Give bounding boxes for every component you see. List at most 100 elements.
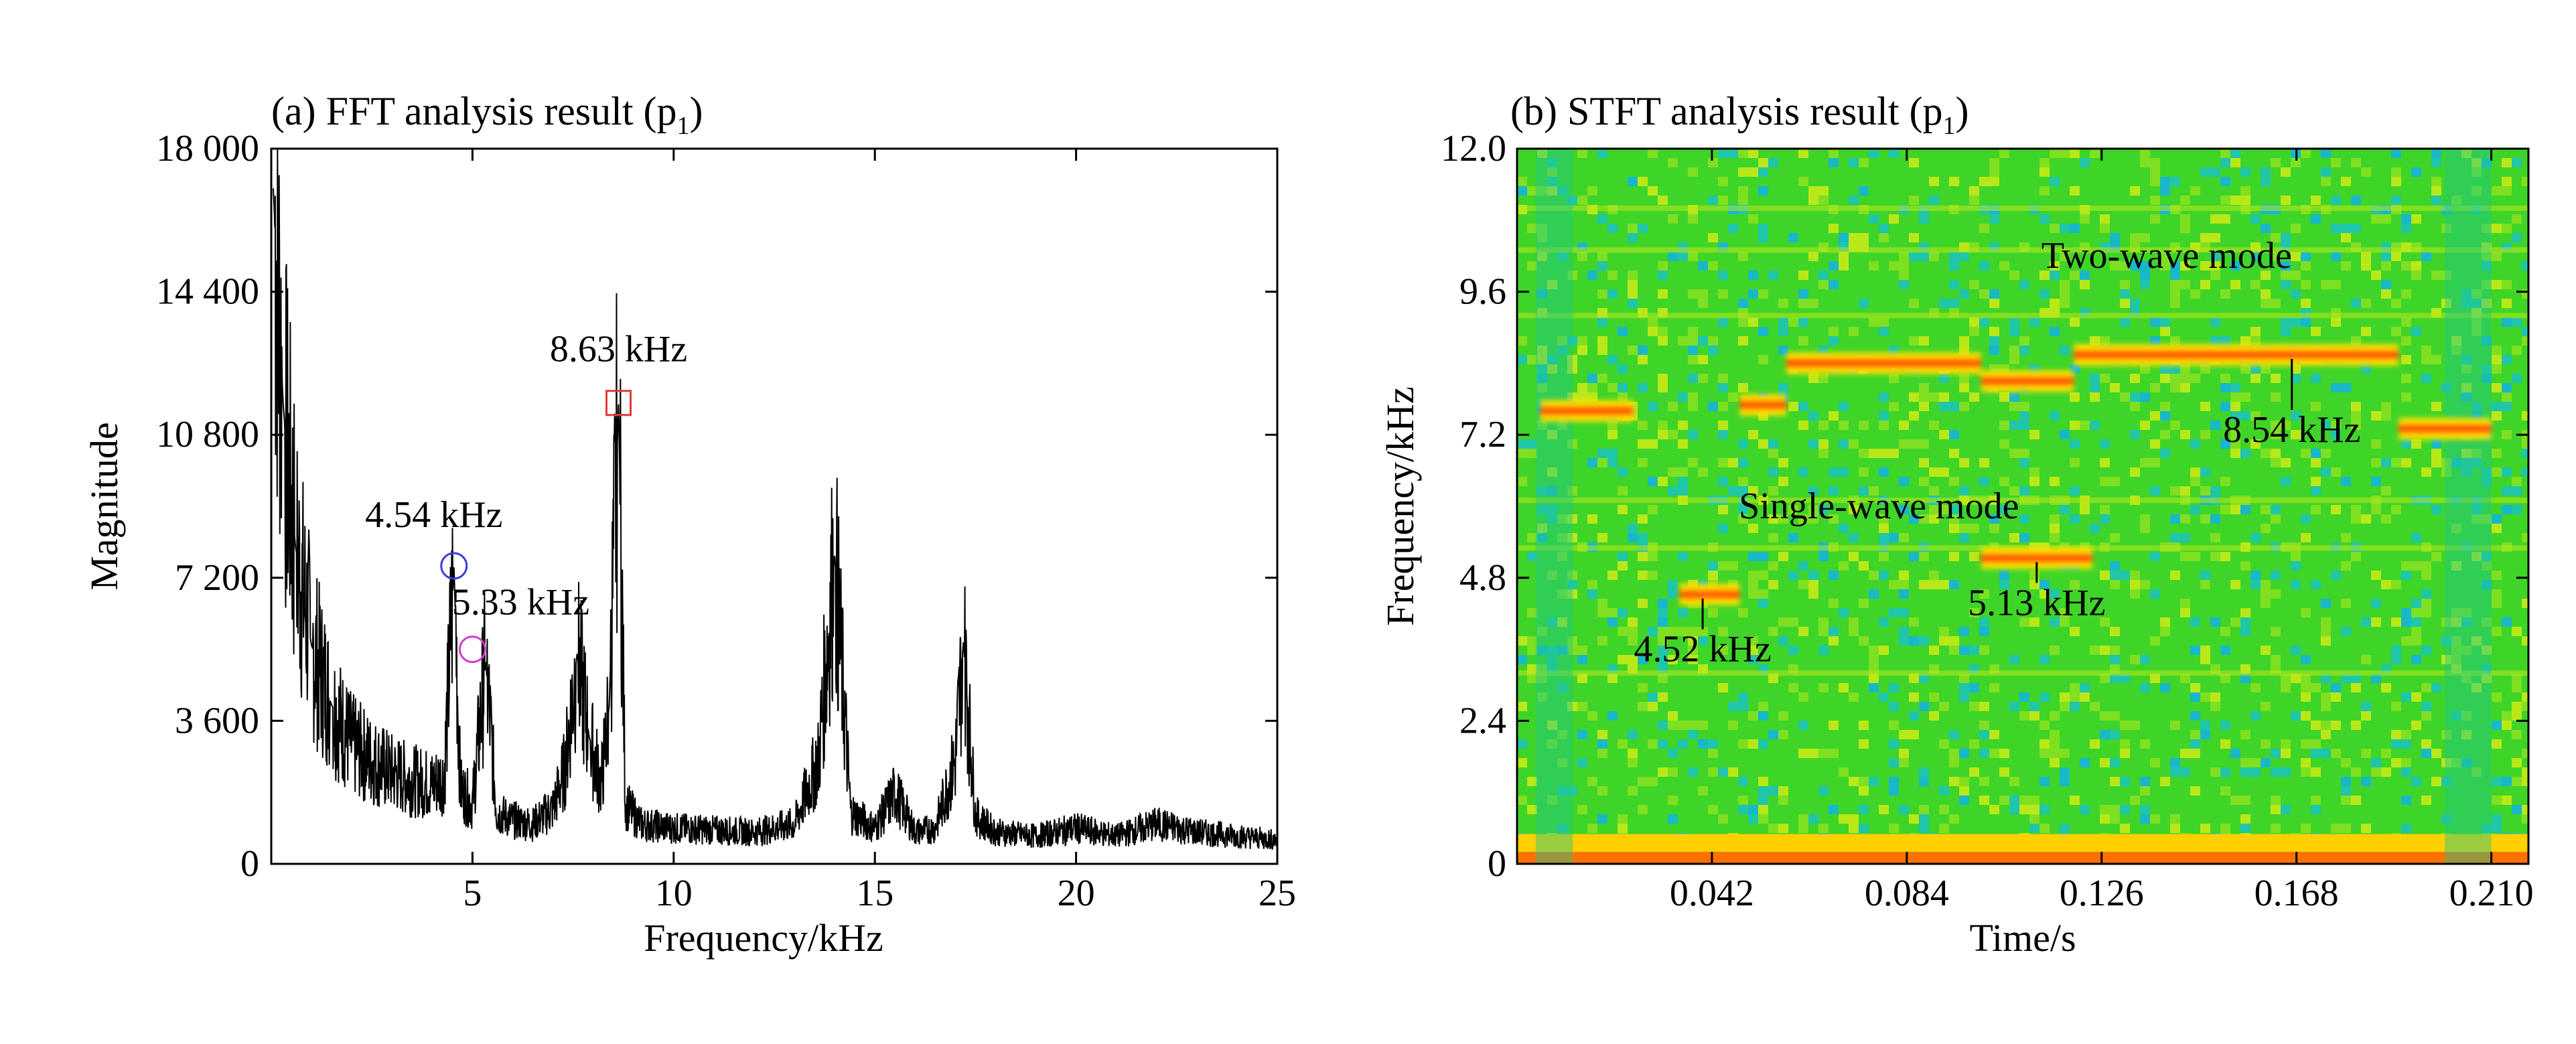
stft-cell	[1768, 449, 1778, 458]
stft-cell	[2120, 824, 2130, 833]
stft-cell	[2441, 467, 2451, 477]
stft-cell	[1688, 430, 1698, 439]
stft-cell	[2240, 392, 2250, 402]
stft-cell	[1758, 552, 1768, 561]
stft-annotation-label: 4.52 kHz	[1634, 629, 1771, 670]
stft-cell	[2120, 721, 2130, 730]
stft-cell	[2482, 374, 2492, 383]
stft-cell	[1517, 477, 1527, 486]
stft-title-suffix: )	[1956, 89, 1969, 133]
stft-cell	[2070, 317, 2080, 327]
stft-cell	[2291, 552, 2301, 561]
stft-cell	[1567, 364, 1577, 374]
stft-cell	[1698, 374, 1708, 383]
stft-cell	[1889, 580, 1899, 589]
stft-cell	[2451, 655, 2461, 664]
stft-cell	[1728, 392, 1738, 402]
stft-cell	[2170, 814, 2180, 824]
stft-cell	[2492, 814, 2502, 824]
stft-cell	[1909, 299, 1919, 308]
stft-cell	[2301, 299, 2311, 308]
stft-cell	[1517, 336, 1527, 346]
stft-cell	[2160, 683, 2170, 692]
fft-x-tick-label: 10	[655, 873, 693, 914]
stft-cell	[2421, 252, 2431, 261]
stft-cell	[1607, 224, 1618, 233]
stft-cell	[2271, 805, 2281, 814]
stft-cell	[2391, 617, 2401, 627]
stft-cell	[1959, 252, 1969, 261]
stft-cell	[1567, 514, 1577, 524]
stft-cell	[1638, 458, 1648, 467]
stft-cell	[1959, 796, 1969, 805]
stft-cell	[2200, 580, 2210, 589]
stft-cell	[1698, 739, 1708, 749]
stft-cell	[1718, 374, 1728, 383]
stft-cell	[2261, 177, 2271, 186]
stft-cell	[1949, 749, 1959, 758]
stft-cell	[1577, 392, 1587, 402]
stft-cell	[2301, 692, 2311, 702]
stft-x-tick-label: 0.084	[1865, 873, 1949, 914]
stft-cell	[2029, 477, 2040, 486]
stft-cell	[2050, 524, 2060, 533]
stft-cell	[2100, 730, 2110, 739]
stft-cell	[2351, 411, 2361, 421]
stft-cell	[2261, 599, 2271, 608]
stft-cell	[1879, 692, 1889, 702]
stft-cell	[2321, 627, 2331, 636]
stft-cell	[2009, 421, 2019, 430]
stft-cell	[2019, 514, 2029, 524]
stft-cell	[2482, 299, 2492, 308]
stft-cell	[1698, 261, 1708, 271]
stft-cell	[1839, 467, 1849, 477]
stft-cell	[1628, 524, 1638, 533]
stft-cell	[2200, 721, 2210, 730]
stft-cell	[2050, 739, 2060, 749]
stft-cell	[1859, 186, 1869, 196]
stft-cell	[1869, 317, 1879, 327]
stft-cell	[2451, 617, 2461, 627]
stft-cell	[1829, 261, 1839, 271]
stft-cell	[2029, 317, 2040, 327]
stft-cell	[1959, 402, 1969, 411]
stft-cell	[2482, 561, 2492, 571]
stft-cell	[1708, 346, 1718, 355]
stft-cell	[2522, 411, 2528, 421]
stft-cell	[2411, 692, 2421, 702]
stft-cell	[1658, 627, 1668, 636]
stft-cell	[1859, 486, 1869, 496]
stft-cell	[2170, 514, 2180, 524]
stft-cell	[2311, 402, 2321, 411]
stft-cell	[2050, 758, 2060, 767]
stft-cell	[1939, 505, 1949, 514]
stft-cell	[1547, 186, 1557, 196]
stft-cell	[2482, 336, 2492, 346]
stft-cell	[2140, 786, 2150, 796]
stft-cell	[2190, 467, 2200, 477]
stft-cell	[2381, 289, 2391, 299]
stft-cell	[2240, 411, 2250, 421]
stft-cell	[1939, 702, 1949, 711]
stft-cell	[1718, 814, 1728, 824]
stft-cell	[2100, 814, 2110, 824]
stft-cell	[1638, 683, 1648, 692]
stft-cell	[2311, 749, 2321, 758]
fft-y-tick-label: 7 200	[175, 557, 259, 599]
stft-cell	[1628, 655, 1638, 664]
stft-cell	[2502, 505, 2512, 514]
stft-cell	[2441, 617, 2451, 627]
stft-cell	[1547, 646, 1557, 655]
stft-cell	[2502, 721, 2512, 730]
stft-cell	[1989, 346, 1999, 355]
stft-cell	[2381, 514, 2391, 524]
stft-cell	[2492, 252, 2502, 261]
stft-y-tick-label: 9.6	[1459, 271, 1506, 313]
stft-cell	[2170, 299, 2180, 308]
stft-cell	[1758, 571, 1768, 580]
stft-cell	[1879, 805, 1889, 814]
stft-cell	[2200, 233, 2210, 242]
stft-cell	[2281, 674, 2291, 683]
stft-cell	[2110, 580, 2120, 589]
stft-cell	[2240, 336, 2250, 346]
